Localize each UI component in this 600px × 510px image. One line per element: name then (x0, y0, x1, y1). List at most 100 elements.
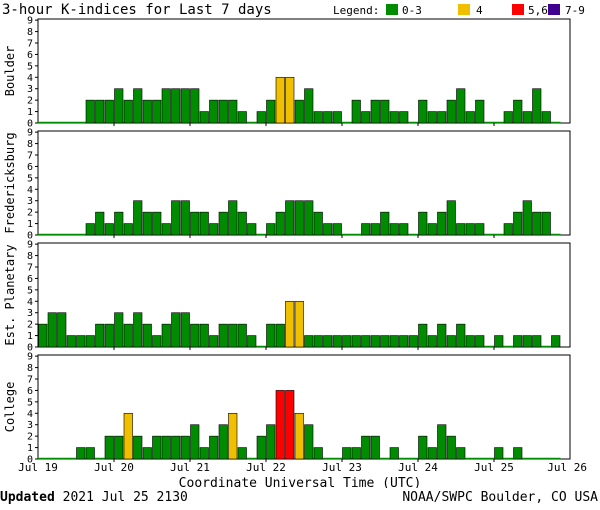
bar (361, 111, 371, 124)
bar (104, 323, 114, 348)
y-tick-label: 1 (27, 219, 33, 230)
bar (228, 99, 238, 124)
bar (370, 99, 380, 124)
y-tick-label: 7 (27, 375, 33, 386)
bar (171, 88, 181, 124)
y-tick-label: 8 (27, 139, 33, 150)
bar (332, 111, 342, 124)
bar (114, 211, 124, 236)
y-tick-label: 5 (27, 397, 33, 408)
legend-swatch-4 (458, 4, 470, 15)
bar (190, 323, 200, 348)
bar (361, 223, 371, 236)
bar (85, 447, 95, 460)
bar (418, 435, 428, 460)
y-tick-label: 6 (27, 162, 33, 173)
y-tick-label: 4 (27, 73, 33, 84)
bar (285, 76, 295, 124)
bar (361, 435, 371, 460)
bar (123, 223, 133, 236)
bar (437, 111, 447, 124)
bar (95, 323, 105, 348)
x-tick-label: Jul 25 (474, 461, 514, 474)
x-axis-title: Coordinate Universal Time (UTC) (179, 476, 422, 488)
y-tick-label: 9 (27, 240, 33, 251)
bar (142, 447, 152, 460)
bar (180, 200, 190, 236)
bar (389, 447, 399, 460)
bar (190, 424, 200, 460)
x-tick-label: Jul 19 (18, 461, 58, 474)
bar (199, 323, 209, 348)
x-tick-label: Jul 20 (94, 461, 134, 474)
legend-swatch-7-9 (548, 4, 560, 15)
bar (123, 412, 133, 460)
bar (332, 223, 342, 236)
x-tick-label: Jul 26 (547, 461, 587, 474)
bar (418, 323, 428, 348)
bar (427, 111, 437, 124)
bar (123, 99, 133, 124)
y-tick-label: 8 (27, 27, 33, 38)
bar (380, 99, 390, 124)
y-tick-label: 4 (27, 409, 33, 420)
bar (218, 211, 228, 236)
bar (237, 323, 247, 348)
bar (199, 447, 209, 460)
bar (152, 211, 162, 236)
bar (142, 211, 152, 236)
bar (85, 335, 95, 348)
y-tick-label: 5 (27, 173, 33, 184)
y-tick-label: 1 (27, 107, 33, 118)
bar (427, 447, 437, 460)
bar (161, 435, 171, 460)
bar (513, 335, 523, 348)
bar (76, 335, 86, 348)
bar (190, 211, 200, 236)
bar (437, 323, 447, 348)
k-index-chart: 3-hour K-indices for Last 7 days Legend:… (2, 2, 587, 488)
bar (427, 335, 437, 348)
chart-title: 3-hour K-indices for Last 7 days (2, 2, 272, 18)
y-tick-label: 3 (27, 84, 33, 95)
bar (475, 223, 485, 236)
bar (323, 223, 333, 236)
bar (313, 335, 323, 348)
bar (247, 223, 257, 236)
bar (266, 424, 276, 460)
legend: Legend: 0-3 4 5,6 7-9 (333, 4, 585, 17)
bar (446, 200, 456, 236)
y-tick-label: 2 (27, 96, 33, 107)
bar (152, 99, 162, 124)
bar (133, 200, 143, 236)
bar (408, 335, 418, 348)
bar (446, 335, 456, 348)
bar (532, 211, 542, 236)
y-tick-label: 9 (27, 352, 33, 363)
bar (313, 111, 323, 124)
bar (513, 211, 523, 236)
bar (218, 99, 228, 124)
bar (294, 300, 304, 348)
y-tick-label: 8 (27, 251, 33, 262)
bar (503, 223, 513, 236)
bar (190, 88, 200, 124)
bar (180, 88, 190, 124)
bar (294, 412, 304, 460)
bar (294, 99, 304, 124)
bar (389, 223, 399, 236)
bar (76, 447, 86, 460)
bar (475, 335, 485, 348)
bar (256, 435, 266, 460)
bar (437, 424, 447, 460)
y-tick-label: 5 (27, 61, 33, 72)
bar (465, 111, 475, 124)
bar (399, 223, 409, 236)
bar (218, 323, 228, 348)
bar (399, 111, 409, 124)
panel-ylabel: Boulder (3, 46, 17, 97)
y-tick-label: 1 (27, 443, 33, 454)
